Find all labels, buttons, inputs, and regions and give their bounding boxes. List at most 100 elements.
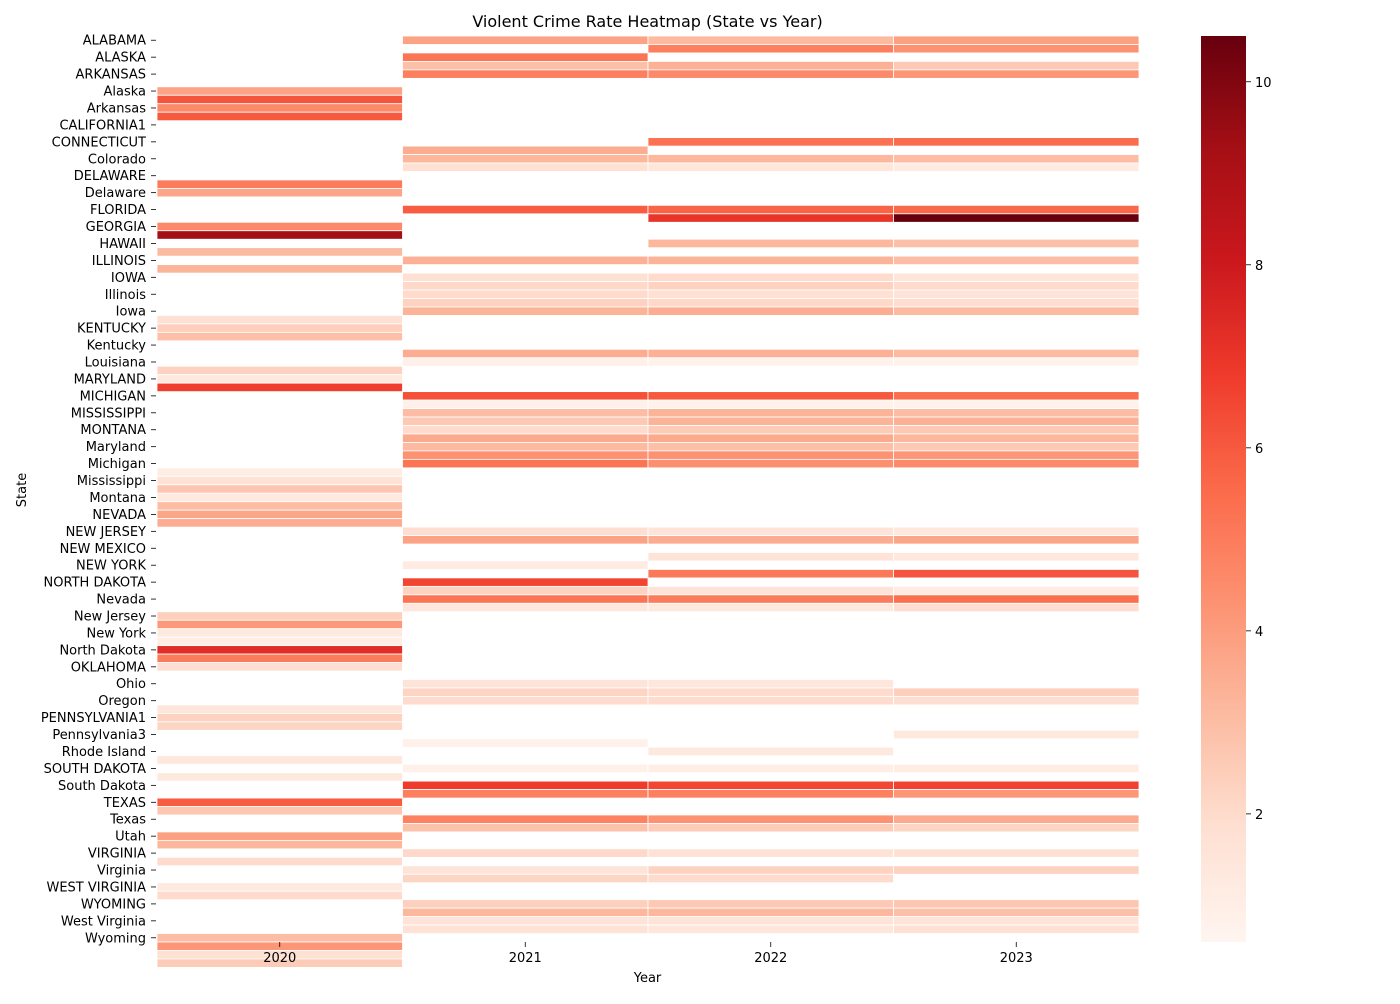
heatmap-cell xyxy=(156,94,403,105)
heatmap-cell xyxy=(156,179,403,189)
y-tick-label: DELAWARE xyxy=(74,169,146,184)
y-tick-label: CALIFORNIA1 xyxy=(59,118,146,133)
heatmap-cell xyxy=(402,899,649,909)
y-tick-label: CONNECTICUT xyxy=(52,135,146,150)
y-tick-label: KENTUCKY xyxy=(77,322,146,337)
heatmap-cell xyxy=(402,433,649,443)
heatmap-cell xyxy=(156,890,403,901)
x-tick-label: 2021 xyxy=(509,951,542,966)
heatmap-cell xyxy=(402,823,649,833)
y-tick-label: North Dakota xyxy=(59,643,146,658)
heatmap-cell xyxy=(893,408,1140,418)
heatmap-cell xyxy=(156,475,403,486)
heatmap-cell xyxy=(647,594,894,604)
heatmap-cell xyxy=(893,916,1140,926)
y-tick-label: MICHIGAN xyxy=(80,389,146,404)
heatmap-cell xyxy=(647,535,894,545)
heatmap-cell xyxy=(893,357,1140,367)
y-tick-label: ALASKA xyxy=(95,51,146,66)
heatmap-cell xyxy=(402,69,649,79)
heatmap-cell xyxy=(893,298,1140,308)
heatmap-cell xyxy=(156,501,403,511)
heatmap-cell xyxy=(893,594,1140,604)
y-tick-label: HAWAII xyxy=(99,237,146,252)
heatmap-cell xyxy=(156,712,403,723)
heatmap-cell xyxy=(647,289,894,299)
heatmap-cell xyxy=(402,306,649,316)
heatmap-cell xyxy=(893,458,1140,469)
heatmap-cell xyxy=(402,577,649,587)
heatmap-cell xyxy=(156,662,403,672)
colorbar-tick-label: 8 xyxy=(1255,259,1263,274)
heatmap-cell xyxy=(647,213,894,223)
heatmap-cell xyxy=(647,44,894,54)
heatmap-cell xyxy=(156,382,403,393)
heatmap-cell xyxy=(647,399,894,409)
y-tick-label: Maryland xyxy=(86,440,146,455)
heatmap-cell xyxy=(893,924,1140,934)
y-tick-label: NEVADA xyxy=(92,508,146,523)
y-tick-label: VIRGINIA xyxy=(88,847,146,862)
heatmap-cell xyxy=(402,281,649,291)
heatmap-cell xyxy=(647,602,894,613)
y-tick-label: Oregon xyxy=(98,694,146,709)
y-tick-label: West Virginia xyxy=(61,914,146,929)
heatmap-cell xyxy=(647,357,894,367)
heatmap-cell xyxy=(647,306,894,316)
heatmap-cell xyxy=(156,611,403,621)
heatmap-cell xyxy=(156,619,403,630)
heatmap-cell xyxy=(893,162,1140,172)
heatmap-cell xyxy=(893,204,1140,215)
y-tick-label: Wyoming xyxy=(85,931,146,946)
y-tick-label: MONTANA xyxy=(80,423,146,438)
y-tick-label: GEORGIA xyxy=(86,220,146,235)
heatmap-cell xyxy=(893,823,1140,833)
heatmap-cell xyxy=(893,61,1140,71)
heatmap-cell xyxy=(156,721,403,731)
heatmap-cell xyxy=(647,814,894,824)
heatmap-cell xyxy=(893,391,1140,401)
heatmap-cell xyxy=(402,204,649,215)
heatmap-cell xyxy=(402,162,649,172)
y-tick-label: Montana xyxy=(89,491,146,506)
heatmap-cell xyxy=(402,873,649,884)
heatmap-cell xyxy=(647,416,894,426)
heatmap-cell xyxy=(893,442,1140,452)
colorbar-gradient xyxy=(1201,36,1246,942)
heatmap-cell xyxy=(893,865,1140,875)
heatmap-cell xyxy=(156,772,403,782)
heatmap-cell xyxy=(402,450,649,460)
y-tick-label: WYOMING xyxy=(81,897,146,912)
heatmap-cell xyxy=(893,425,1140,435)
heatmap-cell xyxy=(647,204,894,215)
heatmap-cell xyxy=(647,848,894,858)
heatmap-cell xyxy=(156,958,403,968)
heatmap-cell xyxy=(647,865,894,875)
heatmap-cell xyxy=(893,789,1140,799)
heatmap-cell xyxy=(402,814,649,824)
colorbar-tick-label: 2 xyxy=(1255,808,1263,823)
heatmap-cell xyxy=(156,484,403,494)
heatmap-cell xyxy=(893,696,1140,706)
y-tick-label: NEW YORK xyxy=(76,559,146,574)
heatmap-cell xyxy=(402,738,649,748)
heatmap-cell xyxy=(402,696,649,706)
heatmap-cell xyxy=(893,450,1140,460)
heatmap-cell xyxy=(893,69,1140,79)
heatmap-cell xyxy=(402,289,649,299)
heatmap-cell xyxy=(893,729,1140,740)
heatmap-cell xyxy=(156,247,403,257)
y-tick-label: New Jersey xyxy=(74,610,146,625)
heatmap-cell xyxy=(402,560,649,570)
heatmap-cell xyxy=(156,856,403,867)
heatmap-cell xyxy=(647,35,894,45)
heatmap-cell xyxy=(893,272,1140,282)
heatmap-cell xyxy=(893,780,1140,790)
heatmap-cell xyxy=(893,416,1140,426)
heatmap-cell xyxy=(647,585,894,596)
heatmap-cell xyxy=(402,458,649,469)
y-tick-label: Michigan xyxy=(88,457,146,472)
heatmap-cell xyxy=(893,137,1140,147)
y-tick-label: MARYLAND xyxy=(74,372,146,387)
